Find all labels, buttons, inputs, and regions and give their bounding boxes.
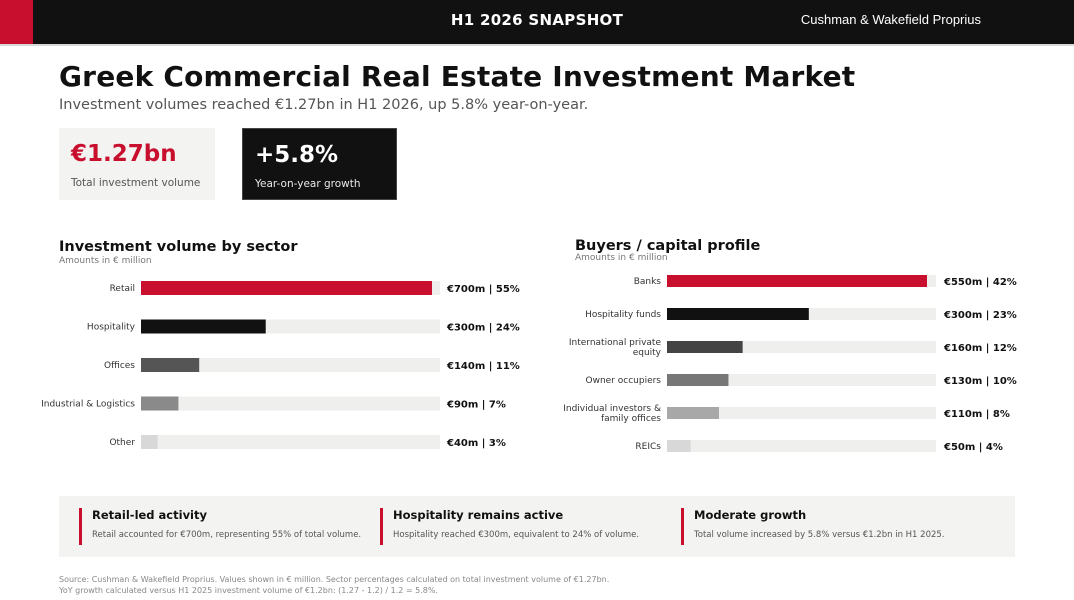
bar-track <box>141 435 440 449</box>
insight-text: Hospitality reached €300m, equivalent to… <box>393 530 640 540</box>
category-label: Hospitality <box>87 323 136 333</box>
bar <box>667 407 719 419</box>
bar <box>667 440 691 452</box>
kpi-total-volume: €1.27bn Total investment volume <box>59 128 215 200</box>
source-line: Source: Cushman & Wakefield Proprius. Va… <box>59 575 610 584</box>
insight-title: Retail-led activity <box>92 508 207 522</box>
category-label: Hospitality funds <box>585 310 661 320</box>
insight-text: Total volume increased by 5.8% versus €1… <box>694 530 945 540</box>
kpi-value: €1.27bn <box>71 141 177 167</box>
value-label: €40m | 3% <box>446 438 506 449</box>
value-label: €110m | 8% <box>943 409 1010 420</box>
bar-track <box>667 374 936 386</box>
sector-chart-note: Amounts in € million <box>59 256 152 266</box>
bar-track <box>141 358 440 372</box>
page-title: Greek Commercial Real Estate Investment … <box>59 60 856 93</box>
category-label: Retail <box>110 284 135 294</box>
insight-card: Moderate growth Total volume increased b… <box>681 508 945 545</box>
value-label: €300m | 23% <box>943 310 1017 321</box>
source-note: Source: Cushman & Wakefield Proprius. Va… <box>59 574 609 596</box>
category-label: International private <box>569 338 662 348</box>
header-divider <box>0 44 1074 46</box>
category-label: Individual investors & <box>563 404 661 414</box>
category-label: Other <box>109 438 135 448</box>
value-label: €140m | 11% <box>446 361 520 372</box>
category-label: Owner occupiers <box>586 376 662 386</box>
category-label: family offices <box>601 414 661 424</box>
value-label: €700m | 55% <box>446 284 520 295</box>
insight-card: Hospitality remains active Hospitality r… <box>380 508 639 545</box>
kpi-value: +5.8% <box>255 142 339 168</box>
category-label: Offices <box>104 361 135 371</box>
page-subtitle: Investment volumes reached €1.27bn in H1… <box>59 97 589 113</box>
value-label: €300m | 24% <box>446 323 520 334</box>
category-label: Banks <box>634 277 662 287</box>
insight-text: Retail accounted for €700m, representing… <box>92 530 362 540</box>
insight-card: Retail-led activity Retail accounted for… <box>79 508 361 545</box>
buyers-chart-note: Amounts in € million <box>575 253 668 263</box>
sector-chart-title: Investment volume by sector <box>59 239 298 255</box>
category-label: equity <box>633 348 662 358</box>
value-label: €50m | 4% <box>943 442 1003 453</box>
bar <box>141 435 158 449</box>
bar-track <box>141 396 440 411</box>
accent-block <box>0 0 33 46</box>
bar <box>141 358 200 372</box>
insight-title: Hospitality remains active <box>393 508 564 522</box>
top-bar: H1 2026 SNAPSHOT Cushman & Wakefield Pro… <box>0 0 1074 46</box>
bar <box>667 308 809 320</box>
value-label: €550m | 42% <box>943 277 1017 288</box>
category-label: Industrial & Logistics <box>41 400 135 410</box>
value-label: €130m | 10% <box>943 376 1017 387</box>
snapshot-label: H1 2026 SNAPSHOT <box>450 11 624 29</box>
source-line: YoY growth calculated versus H1 2025 inv… <box>59 586 439 595</box>
bar <box>141 319 266 334</box>
bar-track <box>667 440 936 452</box>
bar <box>141 281 432 295</box>
bar <box>667 374 729 386</box>
bar <box>667 341 743 353</box>
kpi-label: Total investment volume <box>71 177 201 189</box>
kpi-label: Year-on-year growth <box>255 178 361 190</box>
value-label: €90m | 7% <box>446 400 506 411</box>
bar <box>141 396 179 411</box>
insight-title: Moderate growth <box>694 508 807 522</box>
buyers-chart-title: Buyers / capital profile <box>575 238 761 254</box>
bar <box>667 275 927 287</box>
brand-name: Cushman & Wakefield Proprius <box>800 12 981 27</box>
insights-panel: Retail-led activity Retail accounted for… <box>59 496 1015 557</box>
category-label: REICs <box>635 442 661 452</box>
bar-track <box>667 407 936 419</box>
kpi-yoy-growth: +5.8% Year-on-year growth <box>242 128 397 200</box>
value-label: €160m | 12% <box>943 343 1017 354</box>
